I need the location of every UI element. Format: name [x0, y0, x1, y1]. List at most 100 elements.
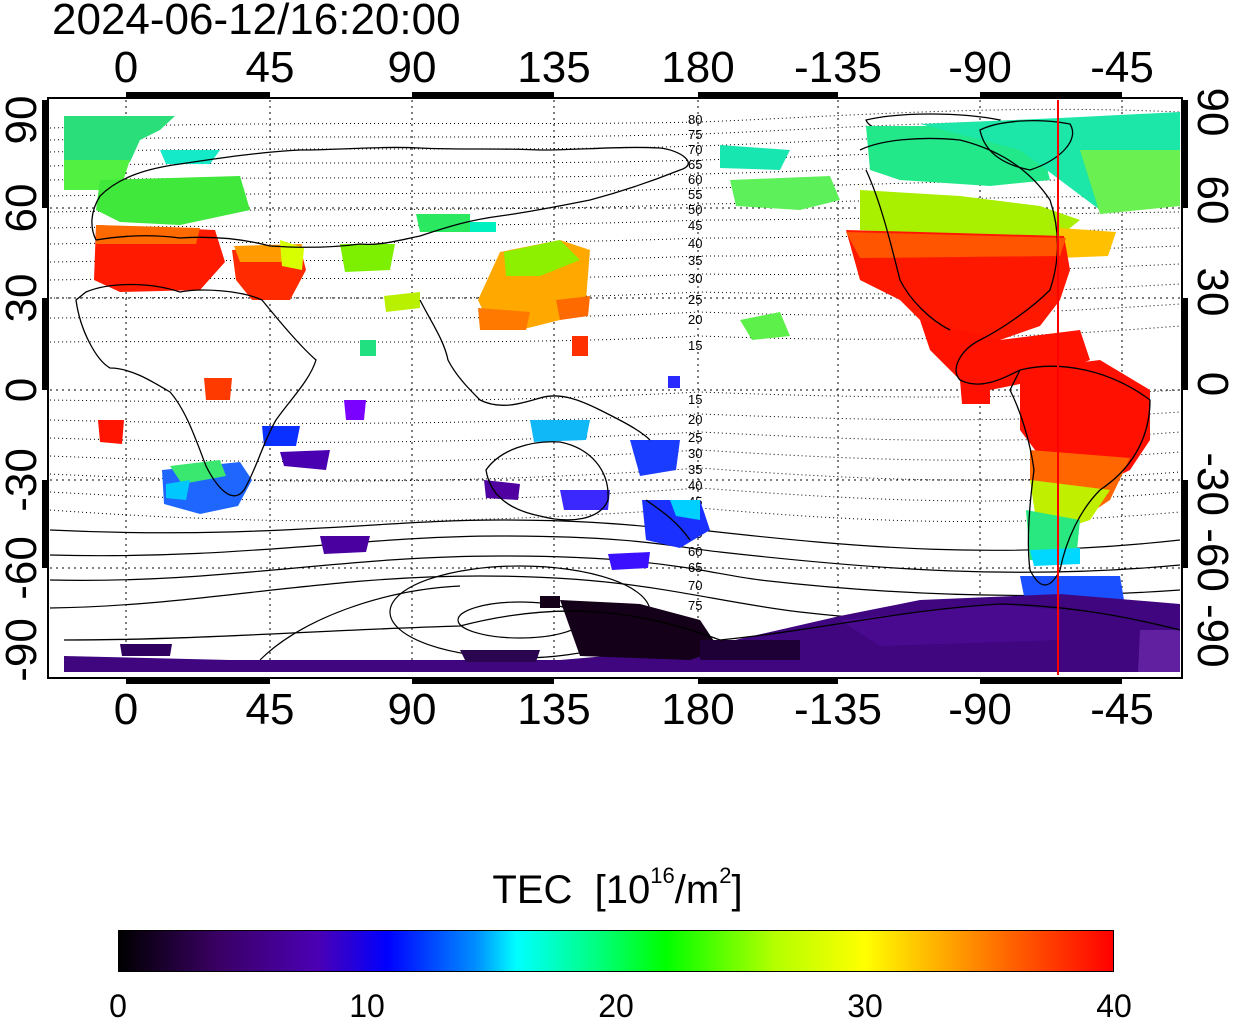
tec-patch	[556, 296, 590, 320]
tec-patch	[460, 650, 540, 662]
frame-tick-bars	[42, 92, 1188, 684]
tec-patch	[700, 640, 800, 660]
tec-patch	[64, 594, 1180, 672]
coastline	[485, 441, 609, 521]
lon-tick-bottom: 45	[245, 685, 295, 734]
colorbar-title: TEC [1016/m2]	[0, 863, 1235, 914]
tec-data-patches	[64, 112, 1180, 672]
tec-patch	[340, 244, 395, 272]
contour-label: 35	[688, 462, 702, 477]
contour-label: 20	[688, 412, 702, 427]
coastline	[979, 119, 1074, 171]
tec-patch	[1030, 548, 1080, 566]
tec-patch	[1060, 228, 1116, 258]
colorbar-tick: 30	[847, 988, 883, 1024]
coastline	[75, 283, 317, 497]
timestamp-title: 2024-06-12/16:20:00	[52, 0, 461, 44]
tec-patch	[170, 460, 226, 484]
colorbar-unit-exponent-2: 2	[719, 863, 732, 888]
tec-patch	[860, 190, 1080, 236]
coastline	[63, 603, 1180, 641]
contour-label: 35	[688, 253, 702, 268]
contour-label: 25	[688, 292, 702, 307]
lon-tick-top: 0	[113, 43, 139, 92]
tec-patch	[470, 222, 496, 232]
tec-patch	[344, 400, 366, 420]
colorbar-unit-exponent: 16	[650, 863, 675, 888]
coastline	[1009, 365, 1151, 586]
lon-tick-bottom: -90	[948, 685, 1012, 734]
tec-patch	[740, 312, 790, 340]
colorbar-tick: 40	[1096, 988, 1132, 1024]
tec-patch	[530, 420, 590, 442]
tec-patch	[384, 292, 420, 312]
contour-label: 50	[688, 202, 702, 217]
contour-label: 20	[688, 312, 702, 327]
tec-patch	[98, 420, 124, 444]
tec-patch	[478, 308, 530, 330]
contour-label: 30	[688, 446, 702, 461]
tec-map: 80 75 70 65 60 55 50 45 40 35 30 25 20 1…	[42, 92, 1188, 684]
lon-tick-top: 45	[245, 43, 295, 92]
tec-patch	[166, 480, 190, 500]
contour-label: 25	[688, 430, 702, 445]
contour-label: 30	[688, 271, 702, 286]
colorbar-unit-mid: /m	[674, 868, 720, 912]
coastline	[645, 499, 691, 541]
contour-label: 55	[688, 187, 702, 202]
contour-label: 60	[688, 544, 702, 559]
colorbar	[118, 930, 1114, 972]
tec-patch	[96, 176, 250, 225]
contour-label: 70	[688, 578, 702, 593]
contour-label: 40	[688, 478, 702, 493]
tec-patch	[262, 426, 300, 446]
lon-tick-bottom: -135	[793, 685, 883, 734]
coastlines	[63, 119, 1180, 641]
contour-label: 65	[688, 157, 702, 172]
tec-patch	[730, 176, 840, 210]
colorbar-quantity: TEC	[492, 868, 573, 912]
contour-label: 70	[688, 142, 702, 157]
colorbar-unit-suffix: ]	[731, 868, 743, 912]
tec-patch	[540, 596, 560, 608]
tec-patch	[484, 480, 520, 500]
lon-tick-top: 180	[661, 43, 735, 92]
contour-label: 65	[688, 560, 702, 575]
coastline	[859, 137, 1059, 385]
tec-patch	[630, 440, 680, 476]
tec-patch	[960, 380, 990, 404]
tec-patch	[670, 500, 700, 520]
lon-tick-top: 90	[387, 43, 437, 92]
colorbar-unit-prefix: [10	[594, 868, 651, 912]
colorbar-tick: 0	[109, 988, 127, 1024]
contour-label: 40	[688, 236, 702, 251]
contour-label: 15	[688, 338, 702, 353]
tec-patch	[416, 214, 470, 232]
tec-patch	[320, 536, 370, 554]
tec-patch	[64, 116, 175, 162]
contour-label: 45	[688, 218, 702, 233]
contour-label: 60	[688, 172, 702, 187]
lon-tick-bottom: 180	[661, 685, 735, 734]
tec-patch	[560, 600, 720, 660]
tec-patch	[504, 240, 580, 276]
magnetic-contours-polar	[50, 113, 1180, 661]
tec-patch	[360, 340, 376, 356]
lon-tick-top: 135	[517, 43, 591, 92]
lon-tick-top: -90	[948, 43, 1012, 92]
tec-patch	[204, 378, 232, 400]
lon-tick-bottom: 90	[387, 685, 437, 734]
coastline	[419, 299, 651, 441]
coastline	[865, 169, 951, 331]
tec-patch	[668, 376, 680, 388]
colorbar-tick: 10	[349, 988, 385, 1024]
lon-tick-bottom: -45	[1090, 685, 1154, 734]
tec-patch	[846, 232, 1066, 258]
tec-patch	[572, 336, 588, 356]
tec-patch	[608, 552, 650, 570]
tec-patch	[720, 145, 790, 170]
lon-tick-top: -135	[793, 43, 883, 92]
tec-patch	[1080, 150, 1180, 214]
tec-patch	[560, 490, 610, 510]
tec-patch	[280, 450, 330, 470]
